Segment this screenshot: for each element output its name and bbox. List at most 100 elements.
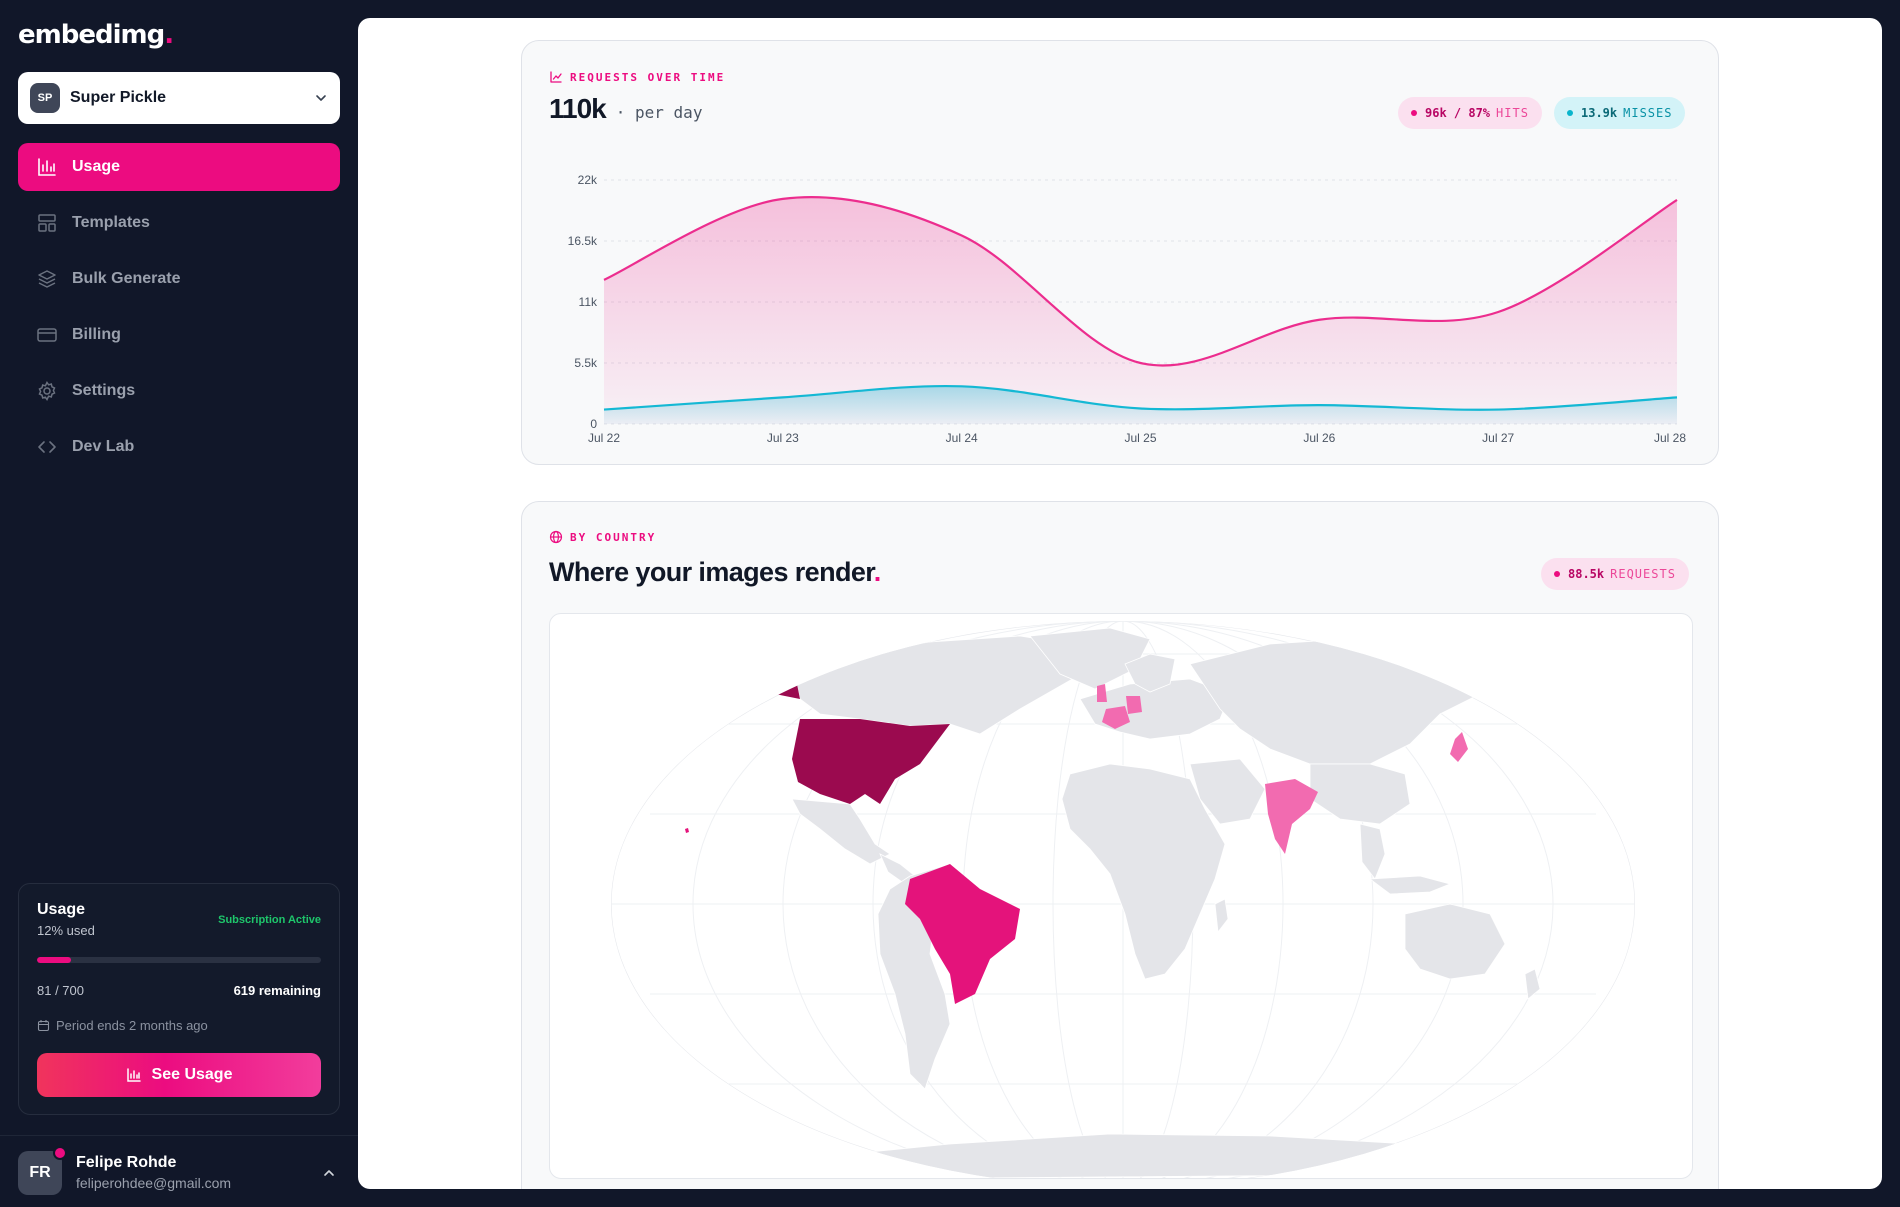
misses-label: MISSES: [1623, 106, 1673, 120]
see-usage-button[interactable]: See Usage: [37, 1053, 321, 1097]
eyebrow-label: REQUESTS OVER TIME: [570, 70, 726, 84]
country-japan: [1450, 732, 1468, 762]
usage-count: 81 / 700: [37, 983, 84, 998]
y-tick-label: 0: [590, 417, 597, 431]
sidebar-nav: Usage Templates Bulk Generate Billing Se…: [18, 143, 340, 479]
avatar: FR: [18, 1146, 67, 1195]
sidebar-item-bulk-generate[interactable]: Bulk Generate: [18, 255, 340, 303]
land-southeast-asia: [1359, 823, 1386, 880]
sidebar-item-settings[interactable]: Settings: [18, 367, 340, 415]
country-germany: [1126, 696, 1142, 714]
sidebar-item-label: Settings: [72, 382, 136, 399]
total-unit: · per day: [615, 103, 703, 122]
requests-label: REQUESTS: [1610, 567, 1676, 581]
see-usage-label: See Usage: [151, 1066, 233, 1083]
chevron-up-icon: [324, 1170, 334, 1176]
eyebrow-label: BY COUNTRY: [570, 530, 657, 544]
y-tick-label: 16.5k: [568, 234, 598, 248]
usage-summary-card: Usage 12% used Subscription Active 81 / …: [18, 883, 340, 1115]
calendar-icon: [37, 1020, 50, 1032]
sidebar-item-templates[interactable]: Templates: [18, 199, 340, 247]
chevron-down-icon: [316, 95, 326, 101]
x-tick-label: Jul 25: [1124, 431, 1156, 445]
usage-percent-label: 12% used: [37, 923, 95, 938]
sidebar-item-label: Bulk Generate: [72, 270, 181, 287]
series-area-misses: [604, 386, 1677, 424]
country-france: [1102, 706, 1130, 729]
app-logo[interactable]: embedimg.: [18, 20, 174, 50]
series-area-hits: [604, 197, 1677, 424]
x-tick-label: Jul 27: [1482, 431, 1514, 445]
sidebar-item-usage[interactable]: Usage: [18, 143, 340, 191]
country-india: [1265, 779, 1318, 854]
usage-progress-fill: [37, 957, 72, 963]
misses-badge: 13.9k MISSES: [1554, 97, 1686, 129]
team-avatar: SP: [30, 83, 60, 113]
world-map: [549, 613, 1693, 1179]
subscription-status: Subscription Active: [218, 914, 321, 926]
usage-progress-bar: [37, 957, 321, 963]
credit-card-icon: [37, 328, 57, 342]
sidebar-item-billing[interactable]: Billing: [18, 311, 340, 359]
user-email: feliperohdee@gmail.com: [76, 1175, 232, 1191]
land-scandinavia: [1124, 653, 1176, 693]
y-tick-label: 11k: [579, 295, 598, 309]
team-switcher[interactable]: SP Super Pickle: [18, 72, 340, 124]
land-mexico: [791, 798, 891, 865]
country-eyebrow: BY COUNTRY: [549, 530, 656, 544]
layout-icon: [38, 214, 56, 232]
world-map-svg: [611, 621, 1635, 1178]
requests-chart: 0 5.5k 11k 16.5k 22k Jul 22 Jul 23 Jul 24 Jul 25…: [568, 173, 1687, 445]
heading-dot: .: [873, 557, 881, 587]
x-tick-label: Jul 23: [767, 431, 799, 445]
bar-chart-icon: [126, 1068, 141, 1082]
user-name: Felipe Rohde: [76, 1154, 177, 1171]
requests-total: 110k · per day: [549, 93, 702, 125]
bar-chart-icon: [38, 158, 56, 176]
logo-dot: .: [164, 20, 174, 50]
heading-text: Where your images render: [549, 557, 874, 587]
period-label: Period ends 2 months ago: [56, 1018, 208, 1033]
line-chart-icon: [550, 71, 562, 83]
sidebar-item-label: Templates: [72, 214, 150, 231]
hits-dot: [1411, 110, 1417, 116]
country-brazil: [905, 864, 1020, 1004]
misses-value: 13.9k: [1581, 106, 1618, 120]
land-madagascar: [1214, 898, 1229, 934]
y-tick-label: 5.5k: [574, 356, 598, 370]
main-content: REQUESTS OVER TIME 110k · per day 96k / …: [358, 18, 1882, 1189]
x-tick-label: Jul 24: [946, 431, 978, 445]
land-africa: [1061, 763, 1226, 980]
usage-remaining: 619 remaining: [233, 983, 321, 998]
usage-card-title: Usage: [37, 901, 86, 918]
logo-text: embedimg: [18, 20, 165, 50]
x-tick-label: Jul 28: [1654, 431, 1686, 445]
country-hawaii: [685, 828, 689, 833]
requests-card: REQUESTS OVER TIME 110k · per day 96k / …: [521, 40, 1719, 465]
series-line-hits: [603, 196, 1678, 367]
land-australia: [1404, 903, 1506, 980]
country-heading: Where your images render.: [549, 557, 881, 588]
country-card: BY COUNTRY Where your images render. 88.…: [521, 501, 1719, 1189]
requests-badge: 88.5k REQUESTS: [1541, 558, 1689, 590]
requests-eyebrow: REQUESTS OVER TIME: [549, 70, 725, 84]
hits-label: HITS: [1496, 106, 1529, 120]
country-united-states: [792, 719, 950, 804]
requests-value: 88.5k: [1568, 567, 1605, 581]
sidebar-item-label: Dev Lab: [72, 438, 135, 455]
hits-value: 96k / 87%: [1425, 106, 1491, 120]
sidebar: embedimg. SP Super Pickle Usage Template…: [0, 0, 358, 1207]
usage-period: Period ends 2 months ago: [37, 1018, 208, 1033]
sidebar-item-dev-lab[interactable]: Dev Lab: [18, 423, 340, 471]
x-tick-label: Jul 26: [1303, 431, 1335, 445]
country-alaska: [710, 659, 800, 699]
code-icon: [38, 441, 56, 453]
total-value: 110k: [549, 93, 607, 124]
user-menu[interactable]: FR Felipe Rohde feliperohdee@gmail.com: [0, 1135, 358, 1207]
sidebar-item-label: Billing: [72, 326, 121, 343]
layers-icon: [38, 270, 56, 288]
y-tick-label: 22k: [578, 173, 598, 187]
gear-icon: [38, 381, 56, 401]
land-new-zealand: [1524, 968, 1541, 1000]
land-canada: [794, 635, 1091, 735]
